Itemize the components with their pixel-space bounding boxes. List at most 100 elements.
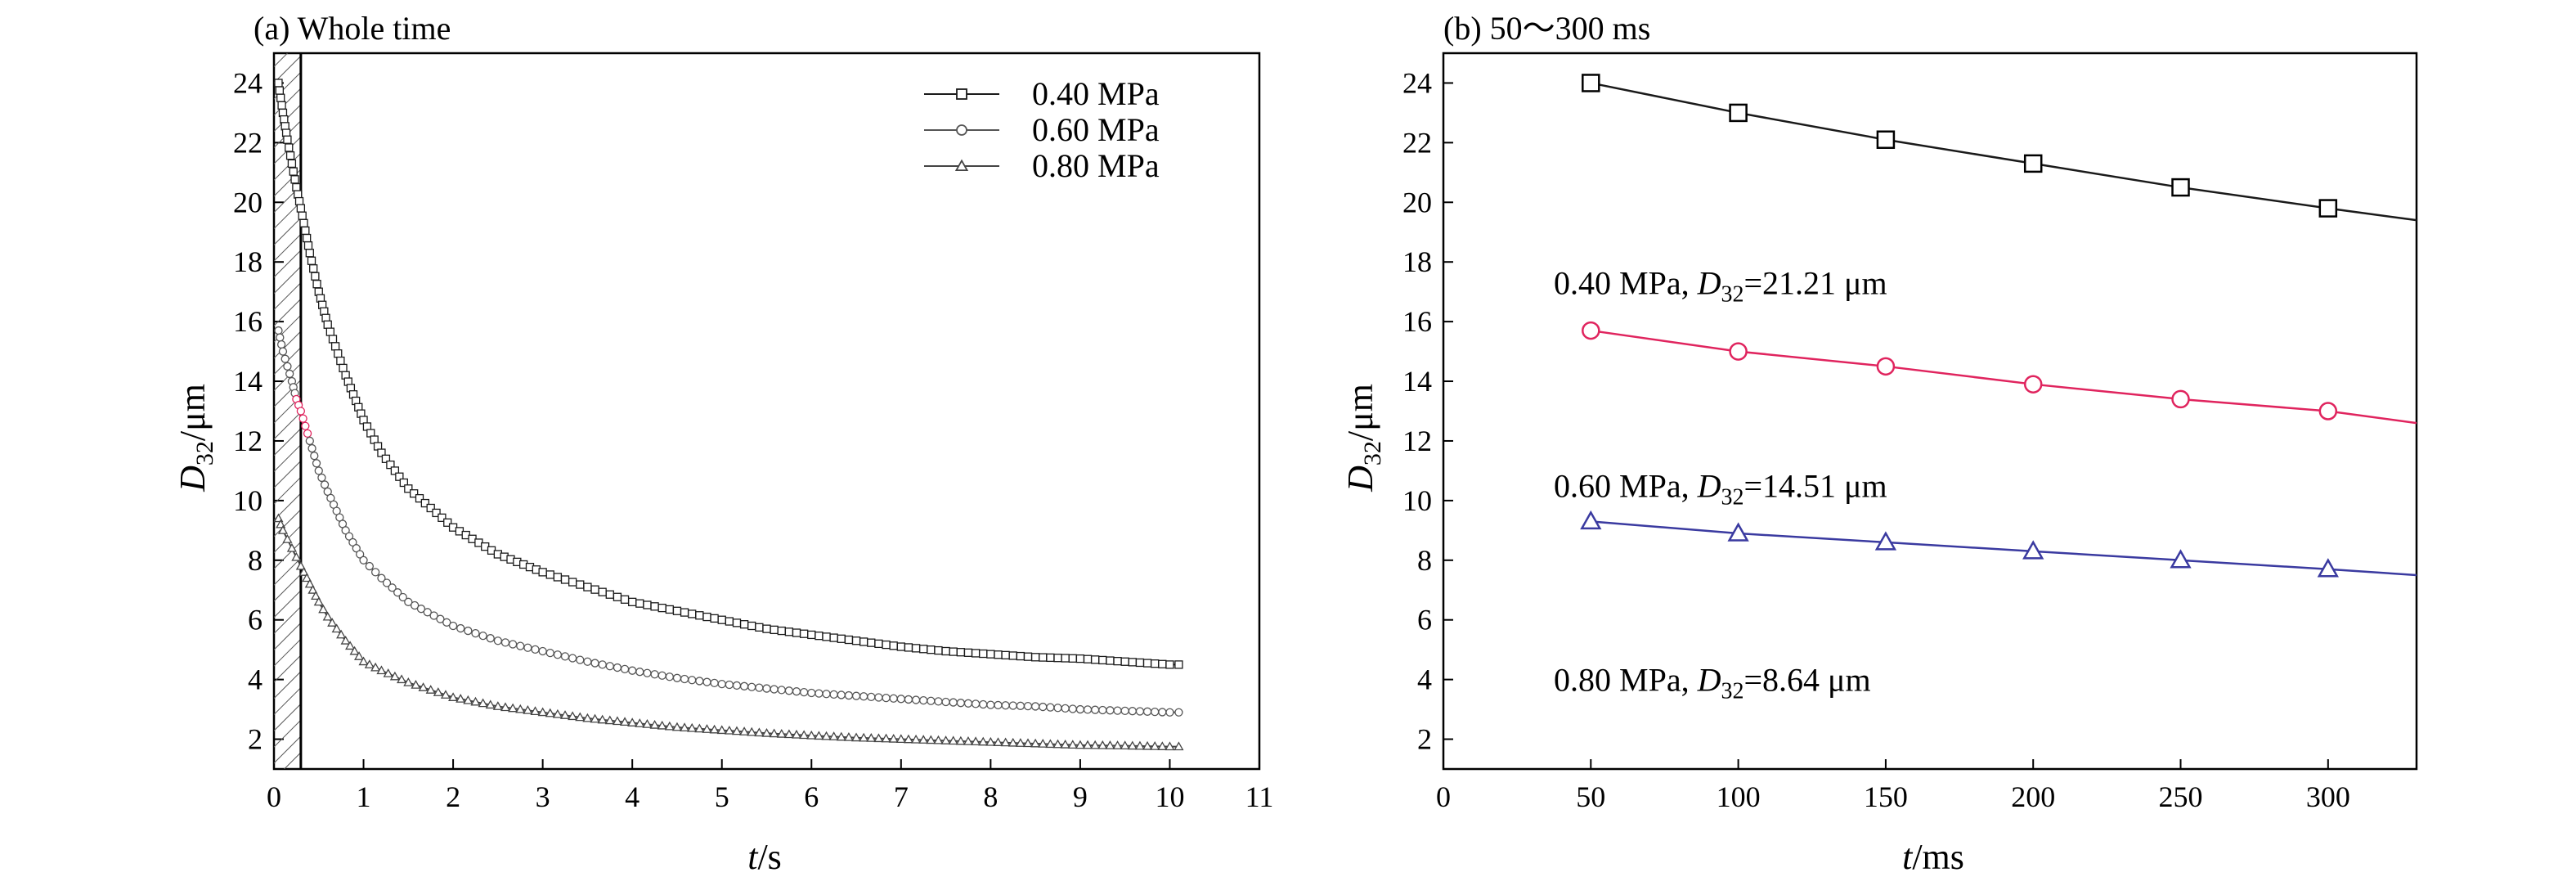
y-tick-label: 16: [233, 305, 263, 338]
data-point: [356, 550, 365, 559]
data-point: [836, 731, 846, 741]
data-point: [1158, 659, 1167, 668]
data-point: [433, 687, 443, 696]
data-point: [464, 626, 473, 636]
series-line: [1591, 82, 2417, 222]
data-point: [349, 645, 360, 655]
data-point: [889, 641, 898, 650]
x-tick-label: 200: [2011, 780, 2055, 813]
data-point: [927, 696, 936, 705]
data-point: [2170, 549, 2192, 569]
series-square: [1582, 74, 2417, 222]
y-tick-label: 14: [1402, 365, 1432, 398]
data-point: [386, 460, 395, 470]
data-point: [1075, 654, 1085, 663]
data-point: [1876, 357, 1896, 376]
data-point: [320, 480, 330, 489]
data-point: [2023, 375, 2043, 394]
x-tick-label: 250: [2159, 780, 2203, 813]
data-point: [613, 592, 622, 601]
data-point: [516, 641, 525, 650]
data-point: [312, 459, 321, 468]
data-point: [1106, 706, 1115, 715]
panel-a-title: (a) Whole time: [254, 10, 451, 47]
data-point: [755, 683, 764, 692]
data-point: [1023, 652, 1033, 661]
data-point: [851, 636, 861, 645]
data-point: [979, 699, 988, 709]
data-point: [568, 711, 578, 721]
data-point: [1052, 739, 1063, 749]
data-point: [429, 611, 438, 620]
data-point: [523, 705, 533, 714]
data-point: [837, 690, 846, 699]
data-point: [545, 648, 554, 658]
data-point: [971, 736, 981, 746]
data-point: [971, 699, 981, 708]
data-point: [2171, 178, 2190, 197]
data-point: [672, 606, 682, 615]
x-tick-label: 3: [536, 780, 550, 813]
data-point: [896, 695, 905, 704]
data-point: [568, 654, 577, 663]
data-point: [859, 692, 868, 701]
series-triangle: [273, 513, 1184, 751]
series-line: [1591, 520, 2417, 577]
series-triangle: [1580, 510, 2417, 578]
x-tick-label: 10: [1155, 780, 1184, 813]
data-point: [582, 713, 593, 722]
plot-frame: [1442, 52, 2418, 771]
data-point: [829, 633, 838, 642]
data-point: [336, 356, 345, 366]
data-point: [1098, 705, 1107, 715]
data-point: [415, 493, 424, 503]
data-point: [762, 684, 771, 693]
data-point: [309, 264, 318, 273]
data-point: [882, 640, 891, 650]
data-point: [553, 573, 563, 582]
data-point: [1061, 704, 1070, 713]
panel-a-xlabel: t/s: [747, 837, 782, 877]
x-tick-label: 0: [267, 780, 281, 813]
data-point: [635, 599, 644, 608]
data-point: [515, 704, 526, 713]
data-point: [933, 735, 944, 744]
data-point: [1165, 741, 1175, 751]
data-point: [754, 727, 765, 737]
data-point: [657, 603, 666, 613]
data-point: [285, 143, 294, 152]
data-point: [739, 726, 750, 735]
data-point: [278, 347, 288, 356]
y-tick-label: 8: [248, 544, 263, 577]
data-point: [799, 629, 809, 638]
data-point: [665, 672, 674, 681]
data-point: [283, 135, 292, 144]
data-point: [657, 720, 667, 730]
data-point: [635, 718, 645, 727]
data-point: [672, 673, 682, 682]
data-point: [613, 663, 622, 672]
data-point: [296, 407, 306, 416]
data-point: [538, 646, 547, 656]
data-point: [761, 727, 772, 737]
series-circle: [1582, 321, 2417, 425]
data-point: [423, 608, 432, 617]
data-point: [331, 623, 342, 633]
data-point: [1083, 654, 1093, 663]
data-point: [303, 429, 312, 438]
data-point: [304, 578, 315, 588]
data-point: [844, 635, 854, 645]
data-point: [493, 636, 503, 645]
data-point: [531, 645, 540, 654]
data-point: [1046, 703, 1055, 712]
data-point: [919, 645, 928, 654]
x-tick-label: 5: [715, 780, 729, 813]
data-point: [404, 484, 413, 493]
data-point: [1142, 707, 1152, 716]
data-point: [283, 362, 292, 371]
panel-a-xlabel-var: t: [747, 837, 759, 877]
data-point: [1097, 740, 1108, 749]
data-point: [605, 590, 614, 599]
data-point: [583, 582, 592, 591]
data-point: [1091, 705, 1100, 714]
